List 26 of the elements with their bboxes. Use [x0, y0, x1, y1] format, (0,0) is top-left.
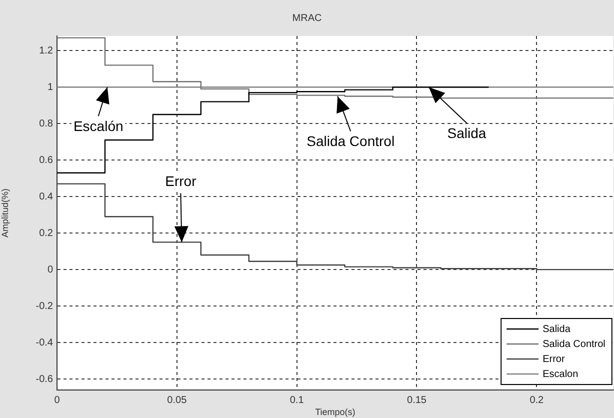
legend-label: Escalon	[542, 368, 578, 380]
x-tick-label: 0	[54, 394, 60, 406]
legend-label: Error	[542, 354, 566, 365]
annotation: Salida	[447, 124, 486, 141]
y-tick-label: 1	[47, 82, 54, 93]
chart-title: MRAC	[292, 12, 322, 24]
y-axis-title: Amplitud(%)	[0, 188, 10, 238]
y-tick-label: 0.6	[39, 154, 54, 166]
annotation: Error	[165, 173, 197, 190]
y-tick-label: 0.8	[39, 118, 54, 130]
legend-label: Salida	[542, 324, 571, 335]
x-tick-label: 0.2	[530, 394, 544, 406]
x-tick-label: 0.05	[167, 394, 188, 406]
y-tick-label: 0	[47, 264, 54, 276]
y-tick-label: -0.6	[36, 374, 54, 385]
x-tick-label: 0.15	[407, 394, 427, 406]
x-axis-title: Tiempo(s)	[315, 407, 356, 418]
y-tick-label: 0.2	[39, 228, 54, 239]
y-tick-label: 1.2	[39, 45, 54, 56]
y-tick-label: -0.4	[36, 337, 54, 348]
annotation: Escalón	[73, 118, 124, 134]
y-tick-label: -0.2	[36, 300, 54, 312]
legend-label: Salida Control	[542, 338, 606, 350]
y-tick-label: 0.4	[39, 191, 54, 202]
annotation: Salida Control	[306, 133, 395, 150]
x-tick-label: 0.1	[290, 394, 304, 406]
